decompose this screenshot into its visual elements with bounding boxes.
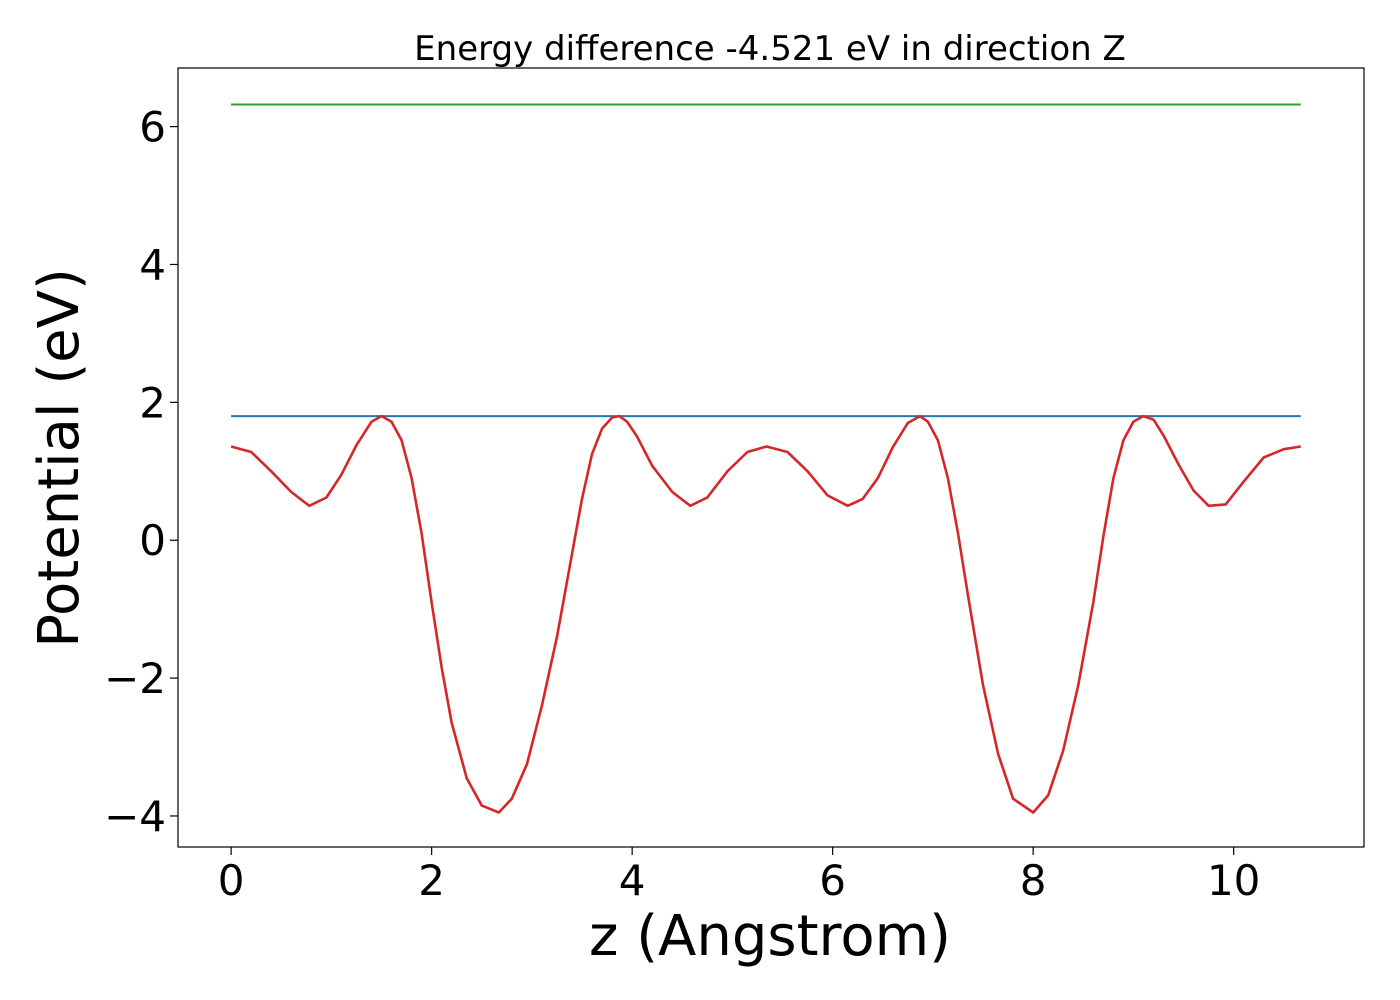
series-layer [230,103,1302,814]
x-tick-label: 0 [218,856,245,905]
y-tick-label: 4 [139,240,166,289]
x-tick-label: 6 [819,856,846,905]
y-tick-label: −4 [104,792,166,841]
x-axis-ticks: 0 2 4 6 8 10 [218,847,1260,905]
chart-title: Energy difference -4.521 eV in direction… [414,29,1126,69]
y-tick-label: −2 [104,654,166,703]
x-axis-label: z (Angstrom) [589,904,951,969]
x-tick-label: 8 [1020,856,1047,905]
plot-frame [177,67,1365,848]
y-tick-label: 2 [139,378,166,427]
series-line-3 [230,414,1302,814]
y-tick-label: 6 [139,103,166,152]
x-tick-label: 2 [418,856,445,905]
x-tick-label: 4 [619,856,646,905]
y-axis-label: Potential (eV) [27,268,92,648]
y-tick-label: 0 [139,516,166,565]
x-tick-label: 10 [1207,856,1260,905]
y-axis-ticks: −4 −2 0 2 4 6 [104,103,178,841]
